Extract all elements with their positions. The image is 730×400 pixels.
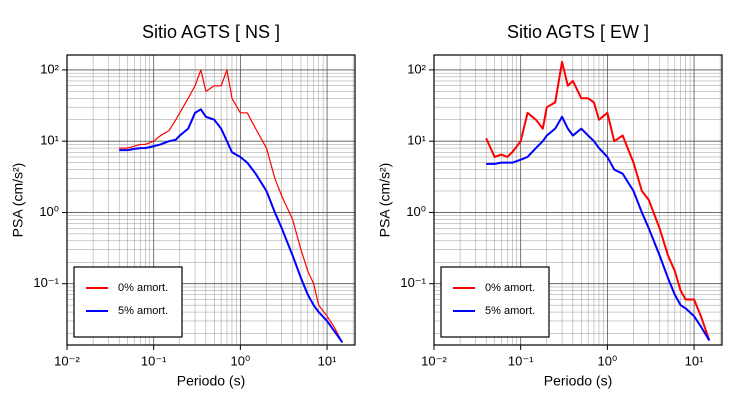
legend-label: 0% amort. bbox=[118, 282, 168, 294]
y-tick-label: 10¹ bbox=[40, 133, 59, 148]
legend: 0% amort. 5% amort. bbox=[73, 266, 183, 338]
x-tick-label: 10⁰ bbox=[231, 353, 251, 368]
y-tick-label: 10⁻¹ bbox=[400, 275, 426, 290]
y-axis-label: PSA (cm/s²) bbox=[10, 163, 26, 238]
y-axis-label: PSA (cm/s²) bbox=[377, 163, 393, 238]
y-tick-label: 10² bbox=[40, 61, 59, 76]
subplot: 10⁻² 10⁻¹ 10⁰ 10¹ 10⁻¹ 10⁰ 10¹ 10² Sitio AGTS [ … bbox=[10, 22, 356, 389]
x-tick-label: 10⁻¹ bbox=[508, 353, 534, 368]
legend-box bbox=[440, 266, 550, 338]
data-line bbox=[119, 108, 344, 343]
y-tick-label: 10⁻¹ bbox=[33, 275, 59, 290]
subplot: 10⁻² 10⁻¹ 10⁰ 10¹ 10⁻¹ 10⁰ 10¹ 10² Sitio AGTS [ … bbox=[377, 22, 723, 389]
chart-title: Sitio AGTS [ NS ] bbox=[142, 22, 280, 42]
x-tick-label: 10⁻² bbox=[54, 353, 80, 368]
plot-frame bbox=[433, 54, 723, 346]
x-tick-label: 10¹ bbox=[685, 353, 704, 368]
y-tick-label: 10⁰ bbox=[406, 204, 426, 219]
data-line bbox=[485, 60, 711, 341]
data-line bbox=[119, 69, 343, 343]
legend-label: 5% amort. bbox=[118, 305, 168, 317]
legend-label: 5% amort. bbox=[485, 305, 535, 317]
x-tick-label: 10⁻¹ bbox=[141, 353, 167, 368]
x-axis-label: Periodo (s) bbox=[544, 373, 612, 389]
x-tick-label: 10⁰ bbox=[598, 353, 618, 368]
x-tick-label: 10¹ bbox=[318, 353, 337, 368]
x-axis-label: Periodo (s) bbox=[177, 373, 245, 389]
y-tick-label: 10⁰ bbox=[39, 204, 59, 219]
y-tick-label: 10¹ bbox=[407, 133, 426, 148]
data-line bbox=[486, 115, 711, 341]
plot-frame bbox=[66, 54, 356, 346]
chart-title: Sitio AGTS [ EW ] bbox=[507, 22, 649, 42]
legend: 0% amort. 5% amort. bbox=[440, 266, 550, 338]
y-tick-label: 10² bbox=[407, 61, 426, 76]
legend-label: 0% amort. bbox=[485, 282, 535, 294]
legend-box bbox=[73, 266, 183, 338]
x-tick-label: 10⁻² bbox=[421, 353, 447, 368]
